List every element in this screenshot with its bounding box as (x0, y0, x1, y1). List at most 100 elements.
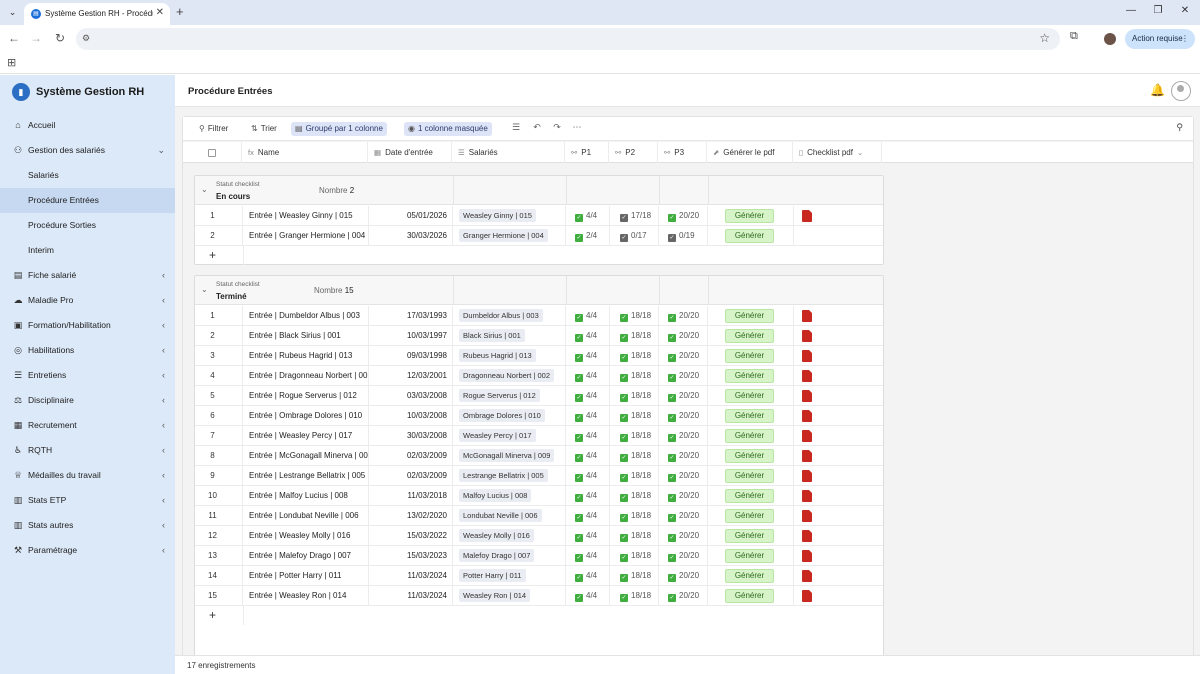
name-cell[interactable]: Entrée | Lestrange Bellatrix | 005 (243, 466, 369, 486)
sidebar-item-parametrage[interactable]: ⚒ Paramétrage ‹ (0, 538, 175, 563)
pdf-file-icon[interactable] (802, 410, 812, 422)
sidebar-item-medailles[interactable]: ♕ Médailles du travail ‹ (0, 463, 175, 488)
entry-date-cell[interactable]: 11/03/2024 (369, 566, 453, 586)
table-row[interactable]: 8 Entrée | McGonagall Minerva | 009 02/03/… (195, 446, 883, 466)
checklist-pdf-cell[interactable] (794, 306, 883, 326)
column-header-checklist[interactable]: ▯ Checklist pdf ⌄ (793, 142, 882, 163)
back-icon[interactable]: ← (8, 31, 20, 45)
sidebar-item-rqth[interactable]: ♿ RQTH ‹ (0, 438, 175, 463)
forward-icon[interactable]: → (30, 31, 42, 45)
salaries-cell[interactable]: Potter Harry | 011 (453, 566, 566, 586)
sidebar-item-fiche-salarie[interactable]: ▤ Fiche salarié ‹ (0, 263, 175, 288)
bookmark-star-icon[interactable]: ☆ (1039, 31, 1050, 45)
apps-grid-icon[interactable]: ⊞ (7, 57, 17, 69)
table-row[interactable]: 10 Entrée | Malfoy Lucius | 008 11/03/2018… (195, 486, 883, 506)
salaries-cell[interactable]: Black Sirius | 001 (453, 326, 566, 346)
linked-record-chip[interactable]: Lestrange Bellatrix | 005 (459, 469, 548, 482)
sidebar-item-gestion-salaries[interactable]: ⚇ Gestion des salariés ⌄ (0, 138, 175, 163)
linked-record-chip[interactable]: Rubeus Hagrid | 013 (459, 349, 536, 362)
hidden-columns-button[interactable]: ◉ 1 colonne masquée (404, 122, 492, 136)
pdf-file-icon[interactable] (802, 590, 812, 602)
name-cell[interactable]: Entrée | Ombrage Dolores | 010 (243, 406, 369, 426)
column-header-generate[interactable]: ⬈ Générer le pdf (707, 142, 793, 163)
pdf-file-icon[interactable] (802, 570, 812, 582)
salaries-cell[interactable]: Granger Hermione | 004 (453, 226, 566, 246)
table-row[interactable]: 1 Entrée | Weasley Ginny | 015 05/01/2026 W… (195, 206, 883, 226)
column-header-p3[interactable]: ⚯ P3 (658, 142, 707, 163)
generate-button[interactable]: Générer (725, 309, 774, 323)
pdf-file-icon[interactable] (802, 430, 812, 442)
generate-button[interactable]: Générer (725, 409, 774, 423)
sidebar-item-salaries[interactable]: Salariés (0, 163, 175, 188)
group-header[interactable]: ⌄ Statut checklist Terminé Nombre 15 (195, 276, 883, 305)
salaries-cell[interactable]: Dragonneau Norbert | 002 (453, 366, 566, 386)
more-options-icon[interactable]: ⋯ (572, 122, 582, 132)
pdf-file-icon[interactable] (802, 370, 812, 382)
salaries-cell[interactable]: Rogue Serverus | 012 (453, 386, 566, 406)
name-cell[interactable]: Entrée | McGonagall Minerva | 009 (243, 446, 369, 466)
group-button[interactable]: ▤ Groupé par 1 colonne (291, 122, 387, 136)
search-icon[interactable]: ⚲ (1176, 122, 1183, 132)
pdf-file-icon[interactable] (802, 490, 812, 502)
checklist-pdf-cell[interactable] (794, 586, 883, 606)
salaries-cell[interactable]: McGonagall Minerva | 009 (453, 446, 566, 466)
name-cell[interactable]: Entrée | Potter Harry | 011 (243, 566, 369, 586)
linked-record-chip[interactable]: Weasley Ginny | 015 (459, 209, 536, 222)
generate-button[interactable]: Générer (725, 229, 774, 243)
checklist-pdf-cell[interactable] (794, 546, 883, 566)
checklist-pdf-cell[interactable] (794, 406, 883, 426)
salaries-cell[interactable]: Weasley Ginny | 015 (453, 206, 566, 226)
profile-avatar[interactable] (1104, 33, 1116, 45)
checklist-pdf-cell[interactable] (794, 426, 883, 446)
chevron-down-icon[interactable]: ⌄ (201, 285, 208, 294)
salaries-cell[interactable]: Londubat Neville | 006 (453, 506, 566, 526)
table-row[interactable]: 6 Entrée | Ombrage Dolores | 010 10/03/200… (195, 406, 883, 426)
user-avatar[interactable] (1171, 81, 1191, 101)
generate-button[interactable]: Générer (725, 389, 774, 403)
checklist-pdf-cell[interactable] (794, 566, 883, 586)
table-row[interactable]: 1 Entrée | Dumbeldor Albus | 003 17/03/199… (195, 306, 883, 326)
name-cell[interactable]: Entrée | Dumbeldor Albus | 003 (243, 306, 369, 326)
sidebar-item-habilitations[interactable]: ◎ Habilitations ‹ (0, 338, 175, 363)
generate-button[interactable]: Générer (725, 349, 774, 363)
entry-date-cell[interactable]: 05/01/2026 (369, 206, 453, 226)
restore-icon[interactable]: ❐ (1153, 5, 1163, 16)
pdf-file-icon[interactable] (802, 550, 812, 562)
redo-icon[interactable]: ↷ (553, 122, 561, 132)
checklist-pdf-cell[interactable] (794, 486, 883, 506)
generate-button[interactable]: Générer (725, 569, 774, 583)
table-row[interactable]: 9 Entrée | Lestrange Bellatrix | 005 02/03… (195, 466, 883, 486)
linked-record-chip[interactable]: Malfoy Lucius | 008 (459, 489, 532, 502)
sidebar-item-procedure-sorties[interactable]: Procédure Sorties (0, 213, 175, 238)
name-cell[interactable]: Entrée | Rogue Serverus | 012 (243, 386, 369, 406)
salaries-cell[interactable]: Weasley Percy | 017 (453, 426, 566, 446)
row-height-icon[interactable]: ☰ (511, 122, 521, 132)
browser-tab[interactable]: ▤ Système Gestion RH - Procédur ✕ (24, 3, 170, 25)
name-cell[interactable]: Entrée | Weasley Ron | 014 (243, 586, 369, 606)
plus-icon[interactable]: + (209, 608, 217, 622)
entry-date-cell[interactable]: 11/03/2024 (369, 586, 453, 606)
name-cell[interactable]: Entrée | Black Sirius | 001 (243, 326, 369, 346)
new-tab-icon[interactable]: + (176, 4, 184, 19)
generate-button[interactable]: Générer (725, 369, 774, 383)
sidebar-item-stats-autres[interactable]: ▥ Stats autres ‹ (0, 513, 175, 538)
linked-record-chip[interactable]: Ombrage Dolores | 010 (459, 409, 545, 422)
column-header-date[interactable]: ▦ Date d'entrée (368, 142, 452, 163)
undo-icon[interactable]: ↶ (533, 122, 541, 132)
linked-record-chip[interactable]: Black Sirius | 001 (459, 329, 525, 342)
name-cell[interactable]: Entrée | Malefoy Drago | 007 (243, 546, 369, 566)
entry-date-cell[interactable]: 13/02/2020 (369, 506, 453, 526)
salaries-cell[interactable]: Weasley Molly | 016 (453, 526, 566, 546)
checklist-pdf-cell[interactable] (794, 366, 883, 386)
table-row[interactable]: 14 Entrée | Potter Harry | 011 11/03/2024 P… (195, 566, 883, 586)
select-all-checkbox[interactable] (183, 142, 242, 163)
generate-button[interactable]: Générer (725, 209, 774, 223)
checklist-pdf-cell[interactable] (794, 506, 883, 526)
entry-date-cell[interactable]: 10/03/1997 (369, 326, 453, 346)
pdf-file-icon[interactable] (802, 470, 812, 482)
generate-button[interactable]: Générer (725, 529, 774, 543)
salaries-cell[interactable]: Malefoy Drago | 007 (453, 546, 566, 566)
entry-date-cell[interactable]: 02/03/2009 (369, 466, 453, 486)
table-row[interactable]: 15 Entrée | Weasley Ron | 014 11/03/2024 We… (195, 586, 883, 606)
reload-icon[interactable]: ↻ (54, 31, 66, 45)
